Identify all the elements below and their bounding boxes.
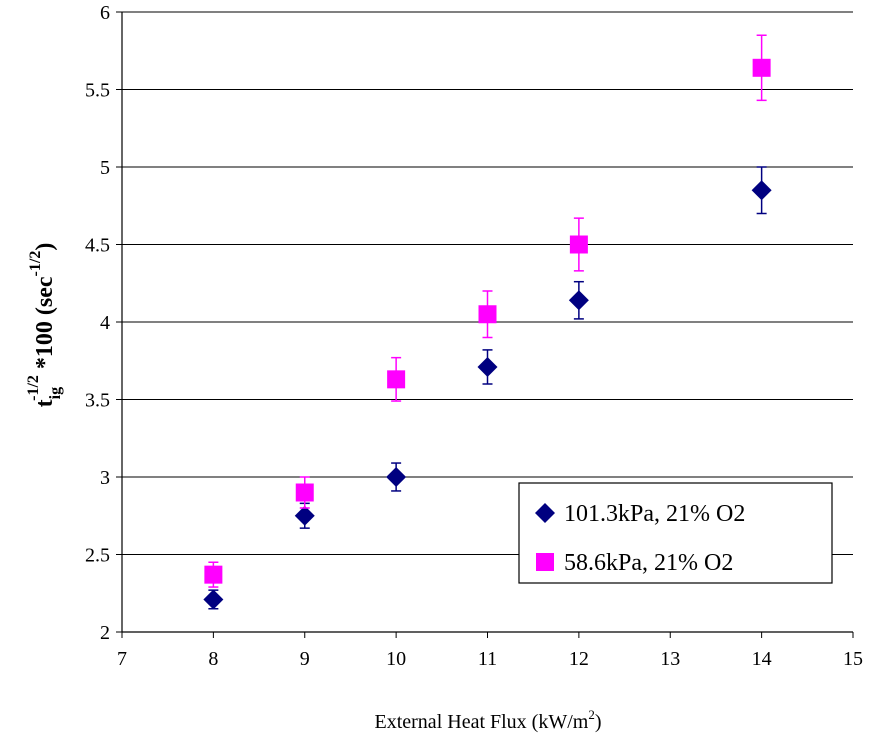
x-tick-label: 13 <box>660 648 680 670</box>
legend-box <box>518 482 833 584</box>
grid-lines <box>122 11 853 555</box>
data-point <box>568 290 589 311</box>
data-point <box>294 505 315 526</box>
series-1 <box>203 166 772 610</box>
tick-labels: 2 2.5 3 3.5 4 4.5 5 5.5 6 7 8 9 10 11 12 13 14 15 <box>85 2 863 670</box>
y-tick-label: 2 <box>100 622 110 644</box>
y-axis-title-sup: -1/2 <box>25 375 42 401</box>
y-axis-title: tig -1/2 *100 (sec-1/2) <box>25 243 64 408</box>
y-tick-label: 2.5 <box>85 545 110 567</box>
data-point <box>569 235 588 254</box>
y-axis-title-mid: *100 (sec <box>32 276 58 375</box>
legend-marker <box>535 503 555 523</box>
x-axis-title: External Heat Flux (kW/m2) <box>375 707 602 733</box>
x-axis-title-end: ) <box>595 711 602 733</box>
data-point <box>386 467 407 487</box>
y-tick-label: 3 <box>100 467 110 489</box>
y-tick-label: 6 <box>100 2 110 24</box>
x-axis-title-main: External Heat Flux (kW/m <box>375 711 589 733</box>
series-marks <box>203 34 772 610</box>
data-point <box>295 483 314 502</box>
y-axis-title-sup2: -1/2 <box>27 251 44 277</box>
data-point <box>752 58 771 77</box>
y-tick-label: 3.5 <box>85 390 110 412</box>
data-point <box>478 305 497 324</box>
y-tick-label: 5 <box>100 157 110 179</box>
x-axis-title-sup: 2 <box>588 707 595 722</box>
x-tick-label: 12 <box>569 648 589 670</box>
y-axis-title-sub: ig <box>47 387 64 399</box>
legend-marker <box>536 553 554 571</box>
x-tick-label: 9 <box>300 648 310 670</box>
series-2 <box>204 34 771 588</box>
x-tick-label: 11 <box>478 648 497 670</box>
x-tick-label: 14 <box>752 648 772 670</box>
legend-label: 101.3kPa, 21% O2 <box>564 501 745 527</box>
x-tick-label: 10 <box>386 648 406 670</box>
data-point <box>751 180 772 201</box>
data-point <box>477 356 498 377</box>
x-tick-label: 15 <box>843 648 863 670</box>
x-tick-label: 8 <box>208 648 218 670</box>
y-tick-label: 4.5 <box>85 235 110 257</box>
y-tick-label: 5.5 <box>85 80 110 102</box>
y-axis-title-end: ) <box>32 243 58 251</box>
legend: 101.3kPa, 21% O2 58.6kPa, 21% O2 <box>518 482 833 584</box>
data-point <box>204 565 223 584</box>
y-tick-label: 4 <box>100 312 110 334</box>
y-axis-title-t: t <box>32 399 58 407</box>
data-point <box>203 589 224 610</box>
legend-label: 58.6kPa, 21% O2 <box>564 550 733 576</box>
axes <box>116 11 854 638</box>
x-tick-label: 7 <box>117 648 127 670</box>
data-point <box>387 370 406 389</box>
